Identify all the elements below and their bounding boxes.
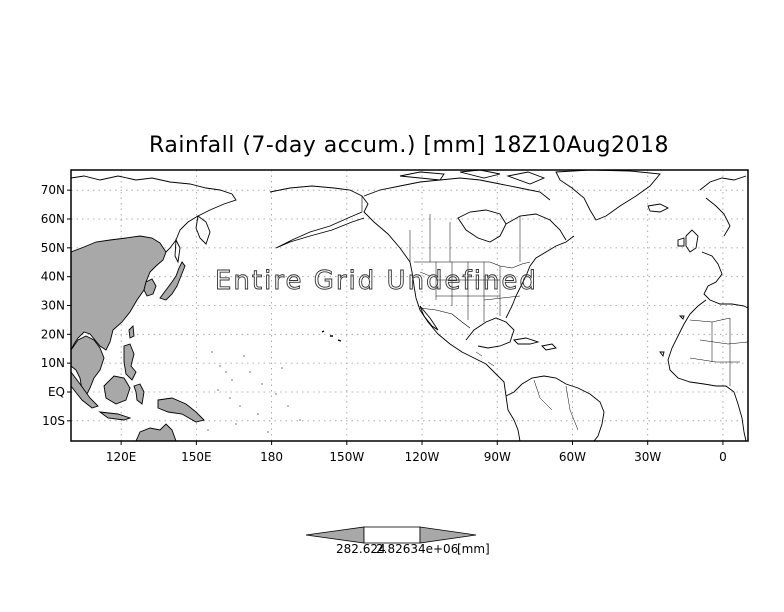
borders-us-states: [419, 262, 521, 322]
coast-british-isles: [677, 229, 699, 253]
colorbar-left-triangle: [305, 526, 365, 544]
lat-label-20N: 20N: [41, 327, 65, 341]
colorbar: [305, 526, 477, 544]
colorbar-middle-box: [363, 526, 421, 544]
lat-label-50N: 50N: [41, 241, 65, 255]
coast-iceland: [647, 203, 670, 213]
lon-label-90W: 90W: [484, 450, 511, 464]
colorbar-label-left: 282.624: [336, 542, 386, 556]
pacific-islands-hawaii: [321, 330, 342, 342]
border-us-canada: [414, 261, 531, 269]
overlay-text: Entire Grid Undefined: [215, 266, 538, 296]
coast-sakhalin: [174, 238, 181, 264]
lat-label-10N: 10N: [41, 356, 65, 370]
lon-label-0: 0: [719, 450, 727, 464]
coastlines-and-borders: [71, 170, 748, 441]
lat-label-40N: 40N: [41, 270, 65, 284]
lat-label-EQ: EQ: [48, 385, 65, 399]
shaded-sulawesi: [133, 383, 145, 405]
coast-canada-arctic: [363, 177, 551, 201]
shaded-japan: [159, 261, 186, 301]
coast-siberia: [71, 175, 237, 253]
shaded-indochina: [71, 335, 105, 397]
coast-west-europe: [701, 251, 748, 309]
coast-us-east: [519, 235, 575, 289]
graticule: [71, 170, 748, 441]
lon-label-30W: 30W: [634, 450, 661, 464]
lon-label-150W: 150W: [329, 450, 364, 464]
shaded-taiwan: [128, 325, 135, 339]
coast-alaska-south: [275, 211, 365, 249]
borders-south-america: [533, 379, 579, 431]
lat-label-70N: 70N: [41, 183, 65, 197]
coast-alaska: [269, 185, 413, 273]
borders-africa: [689, 317, 748, 386]
colorbar-right-triangle: [419, 526, 477, 544]
coast-west-africa: [667, 299, 747, 441]
coast-south-america: [505, 375, 605, 441]
colorbar-unit: [mm]: [457, 542, 490, 556]
coast-labrador: [505, 213, 567, 241]
shaded-land-asia-australia: [71, 235, 205, 441]
shaded-philippines: [123, 343, 137, 381]
lat-label-60N: 60N: [41, 212, 65, 226]
lon-label-150E: 150E: [181, 450, 212, 464]
lat-label-10S: 10S: [42, 414, 65, 428]
coast-florida: [505, 287, 521, 319]
coast-baja: [419, 305, 439, 331]
lon-label-120W: 120W: [405, 450, 440, 464]
caribbean-hispaniola: [541, 343, 557, 351]
coast-canary: [659, 315, 685, 358]
lon-label-120E: 120E: [106, 450, 137, 464]
lat-label-30N: 30N: [41, 299, 65, 313]
shaded-east-asia: [71, 235, 167, 351]
coast-greenland: [555, 170, 661, 221]
lon-label-180: 180: [260, 450, 283, 464]
coast-scandinavia: [699, 175, 747, 237]
latitude-labels: 70N 60N 50N 40N 30N 20N 10N EQ 10S: [41, 183, 71, 428]
scattered-grid-points: [207, 351, 301, 433]
colorbar-labels: 282.624 2.82634e+06 [mm]: [0, 542, 784, 562]
coast-hudson-bay: [457, 209, 507, 243]
lon-label-60W: 60W: [559, 450, 586, 464]
borders-canada: [409, 214, 521, 262]
longitude-labels: 120E 150E 180 150W 120W 90W 60W 30W 0: [106, 441, 727, 464]
shaded-korea: [143, 278, 157, 297]
coast-west-us-mexico: [411, 271, 507, 397]
shaded-sumatra: [71, 371, 99, 409]
caribbean-cuba: [513, 337, 540, 345]
map-title: Rainfall (7-day accum.) [mm] 18Z10Aug201…: [149, 133, 669, 158]
shaded-java: [98, 411, 132, 421]
coast-gulf-mexico: [465, 317, 515, 349]
shaded-borneo: [103, 375, 131, 405]
shaded-new-guinea: [157, 397, 205, 423]
border-central-america: [475, 351, 495, 367]
coast-kamchatka: [195, 215, 211, 245]
shaded-north-australia: [135, 423, 177, 441]
colorbar-label-mid: 2.82634e+06: [376, 542, 459, 556]
border-us-mexico: [419, 307, 471, 329]
